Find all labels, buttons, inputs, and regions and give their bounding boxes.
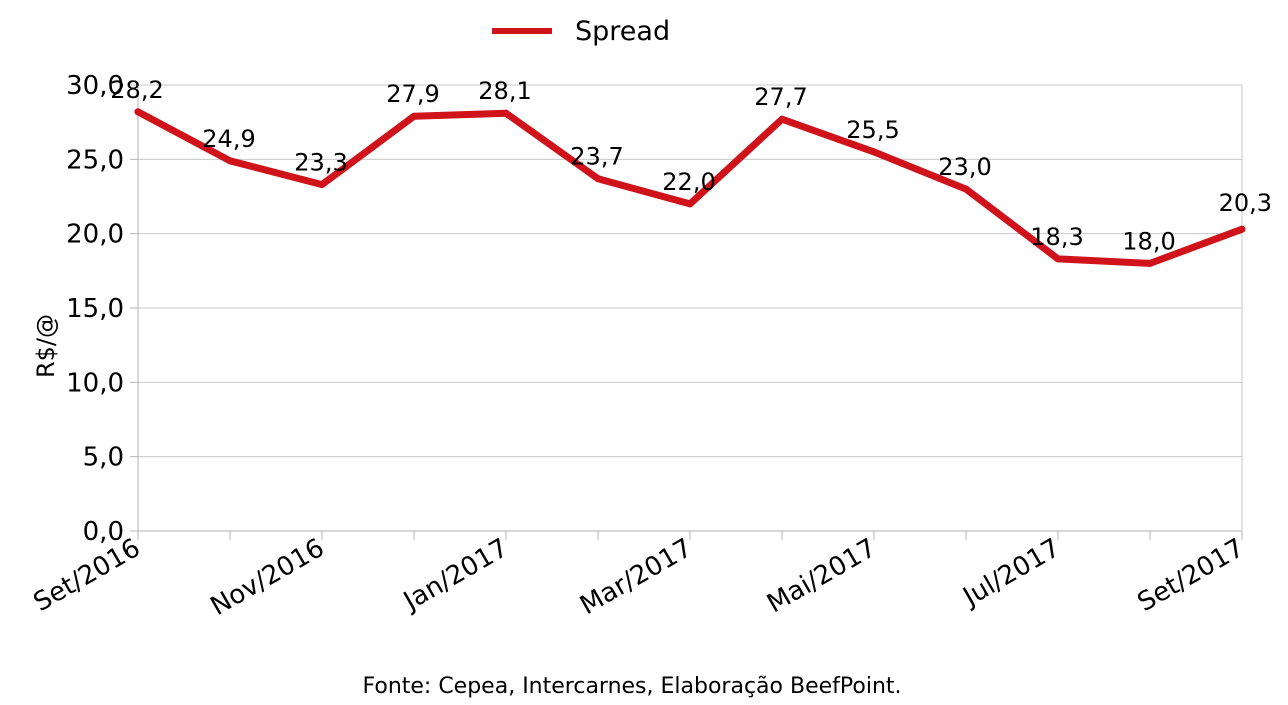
data-label: 18,0 xyxy=(1122,227,1175,255)
x-tick-label: Nov/2016 xyxy=(206,533,330,622)
series-layer xyxy=(134,108,1246,267)
x-tick-label: Mai/2017 xyxy=(762,533,881,619)
data-label: 20,3 xyxy=(1219,189,1272,217)
data-point xyxy=(502,109,510,117)
y-tick-label: 30,0 xyxy=(66,71,124,101)
data-point xyxy=(962,185,970,193)
gridlines xyxy=(138,84,1243,532)
data-point xyxy=(1238,225,1246,233)
data-point xyxy=(594,175,602,183)
data-label: 27,7 xyxy=(754,83,807,111)
legend-label-spread: Spread xyxy=(575,16,670,47)
y-axis-title: R$/@ xyxy=(32,314,60,378)
data-point xyxy=(778,115,786,123)
data-point xyxy=(410,112,418,120)
data-label: 28,1 xyxy=(478,77,531,105)
data-point xyxy=(686,200,694,208)
x-tick-label: Set/2017 xyxy=(1133,533,1250,618)
x-tick-label: Jul/2017 xyxy=(957,533,1066,613)
y-tick-label: 15,0 xyxy=(66,294,124,324)
y-tick-label: 25,0 xyxy=(66,145,124,175)
data-label: 25,5 xyxy=(846,116,899,144)
data-point xyxy=(134,108,142,116)
data-label: 18,3 xyxy=(1030,223,1083,251)
data-point xyxy=(1146,259,1154,267)
data-label: 27,9 xyxy=(386,80,439,108)
x-tick-label: Jan/2017 xyxy=(397,533,513,617)
legend: Spread xyxy=(492,16,670,47)
data-label: 23,3 xyxy=(294,149,347,177)
data-point xyxy=(870,148,878,156)
data-label: 23,0 xyxy=(938,153,991,181)
data-labels: 28,2 24,9 23,3 27,9 28,1 23,7 22,0 27,7 25,5 23,0… xyxy=(110,76,1272,256)
data-point xyxy=(226,157,234,165)
data-point xyxy=(318,181,326,189)
y-tick-label: 10,0 xyxy=(66,368,124,398)
y-tick-label: 5,0 xyxy=(83,443,124,473)
data-label: 22,0 xyxy=(662,168,715,196)
data-label: 24,9 xyxy=(202,125,255,153)
data-label: 23,7 xyxy=(570,143,623,171)
x-tick-label: Mar/2017 xyxy=(575,533,697,621)
data-point xyxy=(1054,255,1062,263)
data-label: 28,2 xyxy=(110,76,163,104)
source-note: Fonte: Cepea, Intercarnes, Elaboração Be… xyxy=(362,674,901,699)
y-tick-label: 0,0 xyxy=(83,517,124,547)
y-tick-label: 20,0 xyxy=(66,220,124,250)
